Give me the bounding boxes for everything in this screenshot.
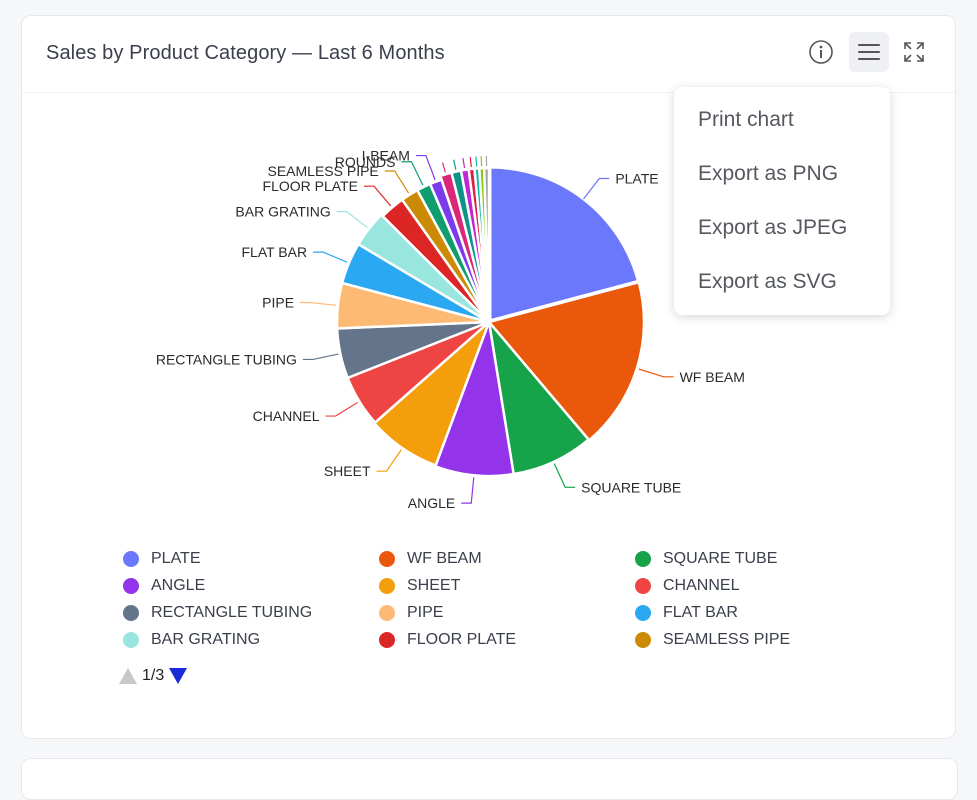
legend-label: SEAMLESS PIPE [663, 631, 790, 649]
legend-label: RECTANGLE TUBING [151, 604, 312, 622]
connector-other-5 [476, 157, 477, 167]
legend-label: ANGLE [151, 577, 205, 595]
legend-item-pipe[interactable]: PIPE [379, 602, 443, 624]
data-label-square-tube: SQUARE TUBE [581, 479, 681, 495]
connector-wf-beam [639, 369, 674, 377]
connector-other-4 [470, 157, 471, 167]
legend-item-plate[interactable]: PLATE [123, 548, 201, 570]
connector-flat-bar [313, 252, 347, 262]
legend-marker [123, 632, 139, 648]
legend-item-flat-bar[interactable]: FLAT BAR [635, 602, 738, 624]
menu-export-svg[interactable]: Export as SVG [674, 255, 890, 309]
connector-angle [461, 477, 474, 503]
legend-page-down-icon[interactable] [168, 667, 188, 685]
legend-marker [123, 578, 139, 594]
legend-marker [635, 551, 651, 567]
legend-label: FLOOR PLATE [407, 631, 516, 649]
legend-page-up-icon[interactable] [118, 667, 138, 685]
legend-marker [379, 551, 395, 567]
connector-bar-grating [337, 212, 368, 228]
legend-item-wf-beam[interactable]: WF BEAM [379, 548, 482, 570]
connector-plate [583, 179, 609, 200]
connector-rectangle-tubing [303, 354, 338, 359]
legend-label: PIPE [407, 604, 443, 622]
legend-pager: 1/3 [118, 664, 188, 688]
legend-label: CHANNEL [663, 577, 739, 595]
legend-item-bar-grating[interactable]: BAR GRATING [123, 629, 260, 651]
legend-item-sheet[interactable]: SHEET [379, 575, 460, 597]
data-label-flat-bar: FLAT BAR [241, 244, 307, 260]
data-label-sheet: SHEET [324, 463, 371, 479]
data-label-floor-plate: FLOOR PLATE [263, 178, 358, 194]
connector-floor-plate [364, 186, 391, 206]
menu-export-png[interactable]: Export as PNG [674, 147, 890, 201]
connector-sheet [377, 450, 402, 471]
legend-label: BAR GRATING [151, 631, 260, 649]
data-label-angle: ANGLE [408, 495, 455, 511]
export-menu: Print chart Export as PNG Export as JPEG… [674, 87, 890, 315]
legend-label: SQUARE TUBE [663, 550, 777, 568]
menu-print-chart[interactable]: Print chart [674, 93, 890, 147]
connector-square-tube [554, 464, 575, 488]
connector-other-2 [454, 160, 456, 170]
legend-item-channel[interactable]: CHANNEL [635, 575, 739, 597]
legend-marker [379, 605, 395, 621]
data-label-wf-beam: WF BEAM [680, 369, 745, 385]
legend-marker [635, 632, 651, 648]
connector-other-3 [463, 158, 465, 168]
connector-other-1 [443, 163, 446, 173]
data-label-plate: PLATE [615, 171, 658, 187]
data-label-pipe: PIPE [262, 294, 294, 310]
legend-marker [635, 578, 651, 594]
legend-item-rectangle-tubing[interactable]: RECTANGLE TUBING [123, 602, 312, 624]
legend-label: SHEET [407, 577, 460, 595]
legend-label: PLATE [151, 550, 201, 568]
data-label-bar-grating: BAR GRATING [235, 204, 330, 220]
menu-export-jpeg[interactable]: Export as JPEG [674, 201, 890, 255]
connector-rounds [401, 162, 422, 185]
legend-marker [635, 605, 651, 621]
legend-label: WF BEAM [407, 550, 482, 568]
legend-item-floor-plate[interactable]: FLOOR PLATE [379, 629, 516, 651]
data-label-i-beam: I-BEAM [362, 148, 410, 164]
data-label-rectangle-tubing: RECTANGLE TUBING [156, 351, 297, 367]
legend-item-seamless-pipe[interactable]: SEAMLESS PIPE [635, 629, 790, 651]
legend-marker [379, 578, 395, 594]
legend-marker [123, 605, 139, 621]
data-label-channel: CHANNEL [253, 408, 320, 424]
connector-seamless-pipe [385, 171, 409, 193]
legend-marker [379, 632, 395, 648]
legend-item-angle[interactable]: ANGLE [123, 575, 205, 597]
connector-pipe [300, 302, 336, 305]
legend-label: FLAT BAR [663, 604, 738, 622]
legend-item-square-tube[interactable]: SQUARE TUBE [635, 548, 777, 570]
connector-channel [326, 402, 358, 416]
legend-page-indicator: 1/3 [142, 667, 164, 685]
legend-marker [123, 551, 139, 567]
